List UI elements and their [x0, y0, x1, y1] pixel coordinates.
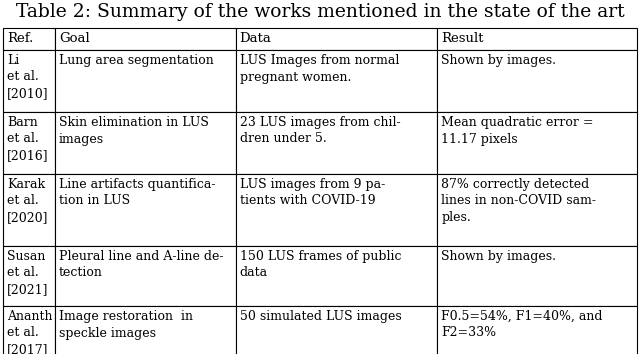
Bar [236, 50, 437, 112]
Bar [55, 112, 236, 174]
Bar [236, 28, 437, 50]
Bar [55, 246, 236, 306]
Text: Skin elimination in LUS
images: Skin elimination in LUS images [59, 116, 209, 145]
Bar [437, 174, 637, 246]
Bar [236, 306, 437, 354]
Text: Ananth
et al.
[2017]: Ananth et al. [2017] [7, 310, 52, 354]
Text: Lung area segmentation: Lung area segmentation [59, 54, 214, 67]
Text: F0.5=54%, F1=40%, and
F2=33%: F0.5=54%, F1=40%, and F2=33% [442, 310, 603, 339]
Bar [3, 50, 55, 112]
Text: Shown by images.: Shown by images. [442, 54, 556, 67]
Text: Line artifacts quantifica-
tion in LUS: Line artifacts quantifica- tion in LUS [59, 178, 216, 207]
Text: Image restoration  in
speckle images: Image restoration in speckle images [59, 310, 193, 339]
Bar [236, 246, 437, 306]
Text: 50 simulated LUS images: 50 simulated LUS images [239, 310, 401, 323]
Text: Li
et al.
[2010]: Li et al. [2010] [7, 54, 49, 100]
Text: Karak
et al.
[2020]: Karak et al. [2020] [7, 178, 49, 224]
Text: LUS images from 9 pa-
tients with COVID-19: LUS images from 9 pa- tients with COVID-… [239, 178, 385, 207]
Text: Goal: Goal [59, 32, 90, 45]
Text: Susan
et al.
[2021]: Susan et al. [2021] [7, 250, 49, 296]
Bar [3, 28, 55, 50]
Bar [3, 246, 55, 306]
Text: Pleural line and A-line de-
tection: Pleural line and A-line de- tection [59, 250, 223, 280]
Bar [437, 112, 637, 174]
Bar [3, 112, 55, 174]
Text: Mean quadratic error =
11.17 pixels: Mean quadratic error = 11.17 pixels [442, 116, 594, 145]
Bar [3, 306, 55, 354]
Text: Table 2: Summary of the works mentioned in the state of the art: Table 2: Summary of the works mentioned … [16, 3, 624, 21]
Bar [437, 246, 637, 306]
Bar [236, 112, 437, 174]
Text: 23 LUS images from chil-
dren under 5.: 23 LUS images from chil- dren under 5. [239, 116, 400, 145]
Text: Data: Data [239, 32, 271, 45]
Text: Result: Result [442, 32, 484, 45]
Text: Shown by images.: Shown by images. [442, 250, 556, 263]
Bar [55, 174, 236, 246]
Bar [55, 306, 236, 354]
Bar [3, 174, 55, 246]
Text: 150 LUS frames of public
data: 150 LUS frames of public data [239, 250, 401, 280]
Bar [236, 174, 437, 246]
Text: 87% correctly detected
lines in non-COVID sam-
ples.: 87% correctly detected lines in non-COVI… [442, 178, 596, 224]
Bar [437, 50, 637, 112]
Text: LUS Images from normal
pregnant women.: LUS Images from normal pregnant women. [239, 54, 399, 84]
Bar [437, 306, 637, 354]
Bar [437, 28, 637, 50]
Text: Ref.: Ref. [7, 32, 33, 45]
Text: Barn
et al.
[2016]: Barn et al. [2016] [7, 116, 49, 162]
Bar [55, 50, 236, 112]
Bar [55, 28, 236, 50]
